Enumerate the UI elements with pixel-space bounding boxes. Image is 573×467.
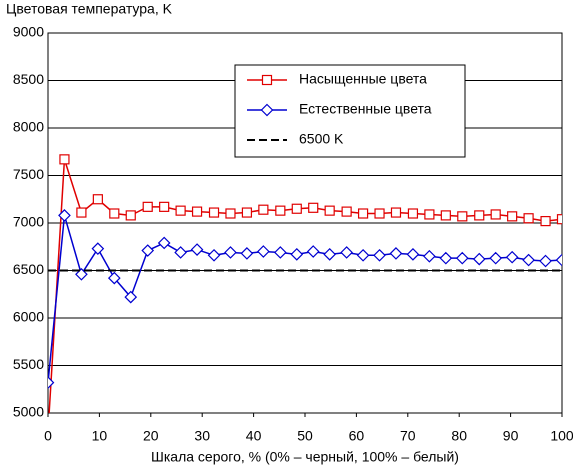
y-tick-label: 6500 bbox=[13, 261, 44, 277]
marker bbox=[406, 248, 420, 261]
marker bbox=[107, 271, 121, 285]
marker bbox=[507, 211, 518, 222]
y-tick-label: 7500 bbox=[13, 166, 44, 182]
x-tick-label: 50 bbox=[297, 428, 313, 444]
x-tick-label: 70 bbox=[400, 428, 416, 444]
legend-label: Естественные цвета bbox=[299, 101, 432, 117]
marker bbox=[323, 248, 337, 261]
marker bbox=[207, 248, 221, 262]
marker bbox=[555, 253, 562, 267]
y-axis-title: Цветовая температура, K bbox=[6, 1, 173, 17]
marker bbox=[157, 236, 171, 250]
x-tick-label: 80 bbox=[451, 428, 467, 444]
x-tick-label: 20 bbox=[143, 428, 159, 444]
marker bbox=[474, 210, 485, 221]
x-axis-title: Шкала серого, % (0% – черный, 100% – бел… bbox=[151, 449, 459, 465]
marker bbox=[190, 243, 204, 256]
y-tick-label: 5000 bbox=[13, 404, 44, 420]
marker bbox=[124, 290, 138, 304]
marker bbox=[257, 245, 270, 258]
y-tick-label: 8000 bbox=[13, 119, 44, 135]
legend-marker bbox=[261, 74, 273, 86]
marker bbox=[306, 245, 320, 258]
legend-box bbox=[234, 64, 466, 158]
marker bbox=[522, 253, 535, 267]
x-tick-label: 60 bbox=[349, 428, 365, 444]
marker bbox=[455, 251, 469, 265]
marker bbox=[59, 154, 70, 165]
marker bbox=[505, 250, 519, 264]
series-line bbox=[48, 215, 562, 383]
marker bbox=[174, 246, 187, 259]
marker bbox=[539, 254, 552, 268]
marker bbox=[275, 205, 286, 216]
marker bbox=[258, 204, 269, 215]
y-tick-label: 8500 bbox=[13, 71, 44, 87]
marker bbox=[407, 208, 419, 219]
marker bbox=[373, 248, 386, 262]
marker bbox=[91, 242, 105, 255]
marker bbox=[340, 246, 353, 259]
plot-area bbox=[48, 154, 562, 413]
marker bbox=[175, 205, 186, 216]
marker bbox=[308, 202, 319, 213]
marker bbox=[109, 208, 120, 219]
marker bbox=[240, 247, 254, 260]
marker bbox=[472, 252, 486, 266]
series-line bbox=[48, 159, 562, 413]
marker bbox=[142, 201, 153, 212]
y-tick-label: 6000 bbox=[13, 309, 44, 325]
legend-label: Насыщенные цвета bbox=[299, 71, 427, 87]
marker bbox=[92, 194, 103, 205]
marker bbox=[457, 211, 468, 222]
marker bbox=[224, 246, 237, 259]
x-tick-label: 90 bbox=[503, 428, 519, 444]
marker bbox=[489, 251, 503, 265]
y-tick-label: 5500 bbox=[13, 356, 44, 372]
marker bbox=[440, 210, 451, 221]
y-tick-label: 7000 bbox=[13, 214, 44, 230]
marker bbox=[424, 209, 435, 220]
marker bbox=[208, 207, 220, 218]
marker bbox=[374, 208, 385, 219]
x-tick-label: 40 bbox=[246, 428, 262, 444]
marker bbox=[48, 376, 55, 389]
marker bbox=[356, 248, 370, 262]
marker bbox=[540, 216, 551, 227]
marker bbox=[159, 201, 170, 212]
marker bbox=[141, 244, 155, 257]
x-tick-label: 10 bbox=[92, 428, 108, 444]
marker bbox=[191, 206, 203, 217]
legend-label: 6500 K bbox=[299, 131, 344, 147]
marker bbox=[390, 207, 402, 218]
x-tick-label: 30 bbox=[194, 428, 210, 444]
marker bbox=[76, 207, 87, 218]
marker bbox=[290, 248, 304, 261]
marker bbox=[225, 208, 236, 219]
marker bbox=[423, 249, 436, 263]
marker bbox=[273, 246, 287, 259]
marker bbox=[125, 210, 136, 221]
x-tick-label: 100 bbox=[550, 428, 573, 444]
marker bbox=[357, 208, 369, 219]
marker bbox=[439, 251, 453, 265]
marker bbox=[58, 209, 71, 222]
marker bbox=[556, 214, 562, 225]
marker bbox=[389, 247, 403, 260]
marker bbox=[490, 209, 501, 220]
marker bbox=[341, 206, 352, 217]
marker bbox=[324, 205, 335, 216]
marker bbox=[291, 203, 302, 214]
x-tick-label: 0 bbox=[44, 428, 52, 444]
marker bbox=[75, 267, 88, 281]
marker bbox=[241, 207, 253, 218]
legend-marker bbox=[260, 103, 274, 117]
marker bbox=[523, 213, 534, 224]
y-tick-label: 9000 bbox=[13, 24, 44, 40]
